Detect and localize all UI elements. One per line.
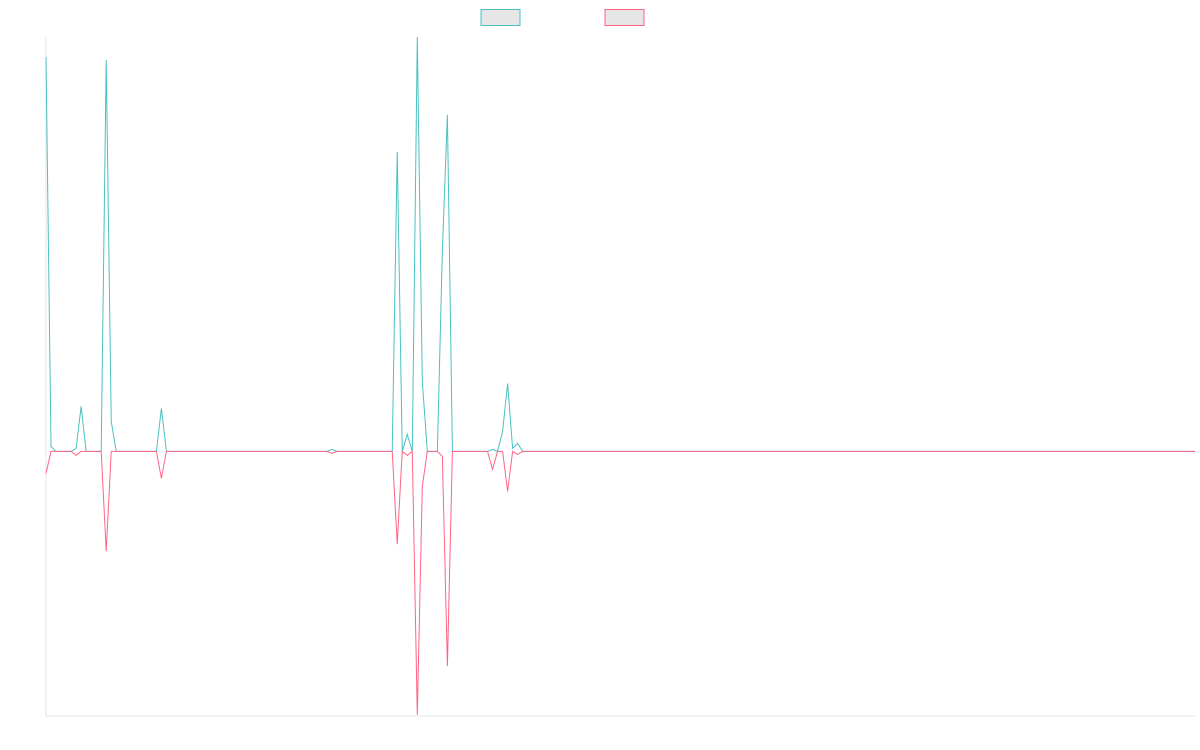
series-line (45, 450, 1195, 716)
legend-swatch (480, 9, 521, 26)
legend-swatch (604, 9, 645, 26)
series-line (45, 36, 1195, 453)
